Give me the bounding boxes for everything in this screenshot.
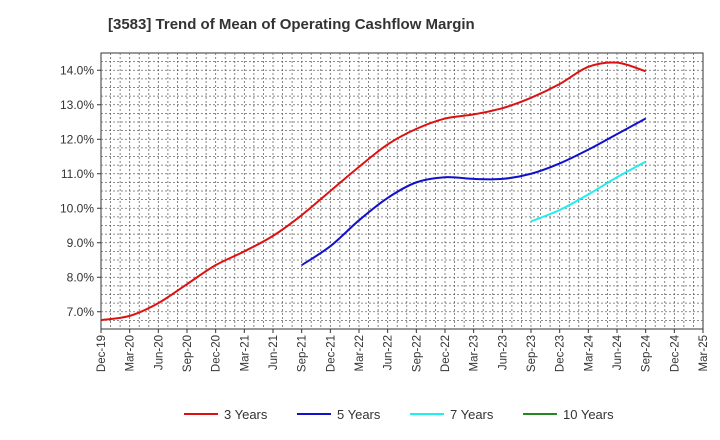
x-tick-label: Mar-25	[698, 335, 710, 371]
x-tick-label: Jun-24	[612, 334, 624, 370]
y-tick-label: 13.0%	[60, 98, 94, 112]
y-tick-label: 14.0%	[60, 63, 94, 77]
legend-label-3-years: 3 Years	[224, 407, 268, 422]
x-tick-label: Mar-23	[469, 335, 481, 371]
x-tick-label: Mar-21	[239, 335, 251, 371]
series-line-5-years	[301, 117, 647, 267]
series-line-7-years	[530, 160, 647, 223]
x-tick-label: Sep-22	[411, 335, 423, 372]
x-tick-label: Dec-24	[669, 334, 681, 372]
y-tick-label: 11.0%	[61, 167, 94, 181]
x-tick-label: Jun-21	[268, 335, 280, 370]
series-lines	[100, 61, 647, 322]
x-tick-label: Sep-20	[182, 335, 194, 372]
x-tick-label: Jun-23	[497, 335, 509, 370]
x-tick-label: Mar-20	[125, 335, 137, 371]
x-tick-label: Jun-20	[153, 335, 165, 370]
x-tick-label: Sep-24	[641, 334, 653, 372]
y-tick-label: 7.0%	[67, 305, 95, 319]
y-tick-label: 12.0%	[60, 132, 94, 146]
x-axis-tick-labels: Dec-19 Mar-20 Jun-20 Sep-20 Dec-20 Mar-21 Jun-…	[96, 329, 710, 372]
x-tick-label: Mar-24	[583, 334, 595, 371]
legend-label-5-years: 5 Years	[337, 407, 381, 422]
legend: 3 Years 5 Years 7 Years 10 Years	[184, 407, 614, 422]
x-tick-label: Dec-22	[440, 335, 452, 372]
x-tick-label: Dec-23	[555, 335, 567, 372]
x-tick-label: Jun-22	[383, 335, 395, 370]
y-axis-tick-labels: 7.0% 8.0% 9.0% 10.0% 11.0% 12.0% 13.0% 14.0%	[60, 63, 101, 319]
series-line-3-years	[100, 61, 646, 322]
x-tick-label: Dec-21	[325, 335, 337, 372]
legend-label-10-years: 10 Years	[563, 407, 614, 422]
x-tick-label: Mar-22	[354, 335, 366, 371]
y-tick-label: 10.0%	[60, 201, 94, 215]
y-tick-label: 9.0%	[67, 236, 95, 250]
x-tick-label: Dec-19	[96, 335, 108, 372]
x-tick-label: Sep-23	[526, 335, 538, 372]
x-tick-label: Sep-21	[297, 335, 309, 372]
legend-label-7-years: 7 Years	[450, 407, 494, 422]
horizontal-gridlines	[101, 61, 703, 321]
y-tick-label: 8.0%	[67, 270, 95, 284]
chart-title: [3583] Trend of Mean of Operating Cashfl…	[108, 16, 475, 33]
x-tick-label: Dec-20	[211, 335, 223, 372]
